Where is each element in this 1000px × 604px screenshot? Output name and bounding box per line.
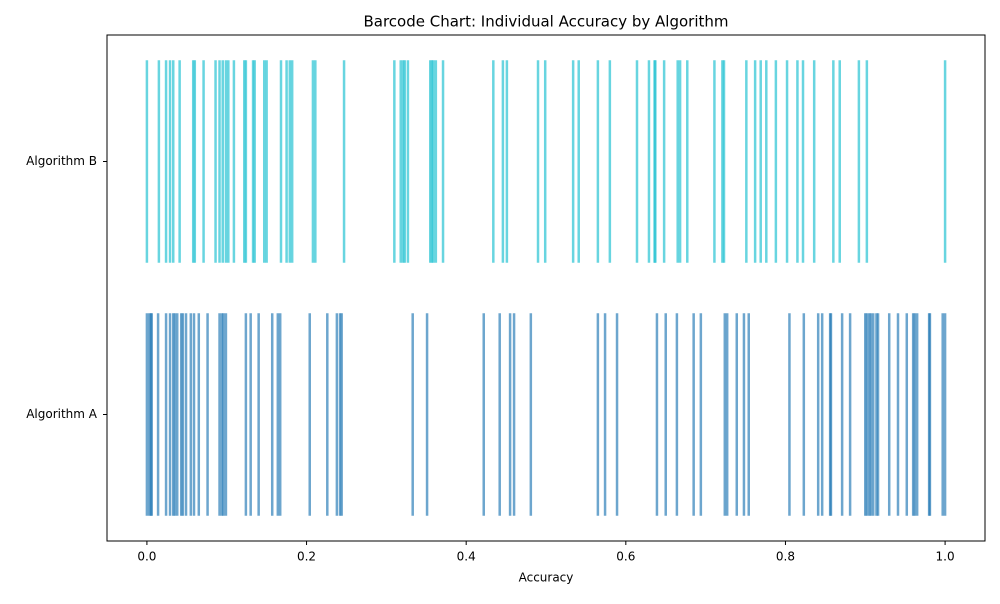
x-axis-label: Accuracy <box>519 571 574 585</box>
x-tick-label: 1.0 <box>936 550 955 564</box>
y-tick-label: Algorithm A <box>26 407 98 421</box>
x-tick-label: 0.4 <box>457 550 476 564</box>
x-tick-label: 0.2 <box>297 550 316 564</box>
chart-title: Barcode Chart: Individual Accuracy by Al… <box>363 13 728 31</box>
y-tick-label: Algorithm B <box>26 154 97 168</box>
x-tick-label: 0.6 <box>616 550 635 564</box>
x-tick-label: 0.8 <box>776 550 795 564</box>
x-tick-label: 0.0 <box>137 550 156 564</box>
plot-frame <box>106 34 986 542</box>
